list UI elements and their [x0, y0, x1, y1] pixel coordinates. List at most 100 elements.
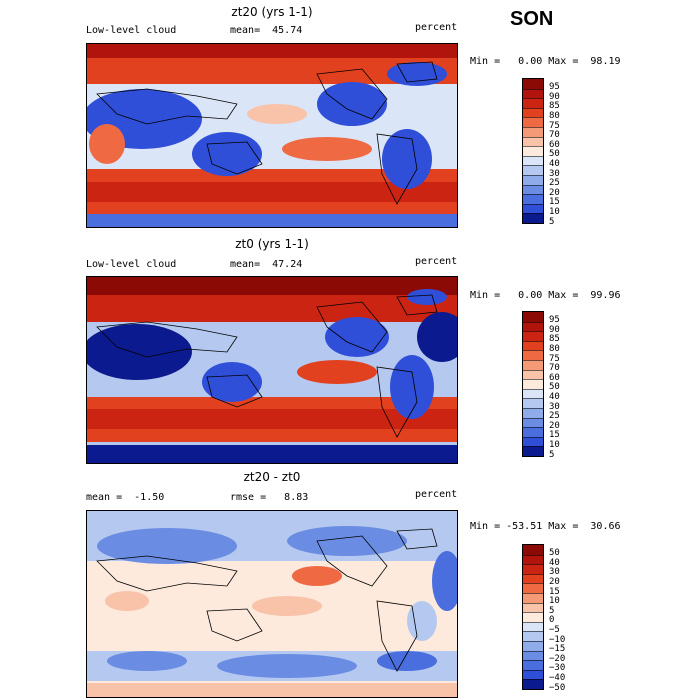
colorbar-level-label: 60 — [549, 372, 560, 383]
colorbar-level-label: 85 — [549, 101, 560, 112]
panel-1-field — [87, 44, 457, 227]
colorbar-box — [523, 612, 543, 622]
panel-1-map — [86, 43, 458, 228]
colorbar-box — [523, 564, 543, 574]
colorbar-box — [523, 407, 543, 418]
colorbar-level-label: 80 — [549, 343, 560, 354]
colorbar-level-label: 5 — [549, 605, 555, 616]
colorbar-level-label: 50 — [549, 382, 560, 393]
colorbar-level-label: 40 — [549, 158, 560, 169]
panel-1-units-label: percent — [415, 22, 458, 33]
panel-2-field — [87, 277, 457, 463]
colorbar-level-label: 30 — [549, 401, 560, 412]
colorbar-level-label: 40 — [549, 391, 560, 402]
colorbar-box — [523, 321, 543, 332]
colorbar-box — [523, 388, 543, 399]
colorbar-box — [523, 107, 543, 118]
colorbar-level-label: 85 — [549, 334, 560, 345]
colorbar-box — [523, 669, 543, 680]
colorbar-box — [523, 660, 543, 670]
colorbar-level-label: −30 — [549, 663, 566, 674]
colorbar-box — [523, 446, 543, 456]
panel-2-minmax: Min = 0.00 Max = 99.96 — [470, 290, 621, 301]
colorbar-box — [523, 436, 543, 447]
colorbar-level-label: 20 — [549, 420, 560, 431]
colorbar-level-label: 10 — [549, 596, 560, 607]
panel-2-map — [86, 276, 458, 464]
panel-3-rmse-label: rmse = 8.83 — [230, 492, 309, 503]
panel-3-mean-label: mean = -1.50 — [86, 492, 165, 503]
panel-1-minmax: Min = 0.00 Max = 98.19 — [470, 56, 621, 67]
colorbar-box — [523, 331, 543, 341]
colorbar-box — [523, 165, 543, 175]
colorbar-box — [523, 650, 543, 661]
colorbar-box — [523, 126, 543, 137]
colorbar-box — [523, 554, 543, 565]
colorbar-level-label: 90 — [549, 324, 560, 335]
colorbar-box — [523, 146, 543, 156]
panel-2-title: zt0 (yrs 1-1) — [235, 237, 309, 251]
colorbar-box — [523, 417, 543, 428]
colorbar-box — [523, 359, 543, 370]
colorbar-level-label: 95 — [549, 82, 560, 93]
colorbar-level-label: 75 — [549, 353, 560, 364]
colorbar-box — [523, 174, 543, 185]
colorbar-level-label: 5 — [549, 449, 555, 460]
colorbar-box — [523, 117, 543, 127]
panel-1-colorbar — [522, 78, 544, 224]
panel-3-units-label: percent — [415, 489, 458, 500]
panel-1-title: zt20 (yrs 1-1) — [231, 5, 313, 19]
colorbar-level-label: 30 — [549, 168, 560, 179]
panel-2-mean-label: mean= 47.24 — [230, 259, 303, 270]
colorbar-box — [523, 427, 543, 437]
colorbar-level-label: 0 — [549, 615, 555, 626]
colorbar-box — [523, 340, 543, 351]
colorbar-box — [523, 631, 543, 641]
colorbar-level-label: 10 — [549, 439, 560, 450]
colorbar-level-label: 5 — [549, 216, 555, 227]
colorbar-box — [523, 369, 543, 380]
colorbar-box — [523, 136, 543, 147]
colorbar-box — [523, 79, 543, 89]
colorbar-box — [523, 583, 543, 593]
colorbar-box — [523, 592, 543, 603]
season-label: SON — [510, 8, 554, 30]
panel-3-map — [86, 510, 458, 698]
panel-3-minmax: Min = -53.51 Max = 30.66 — [470, 521, 621, 532]
colorbar-box — [523, 98, 543, 108]
colorbar-level-label: 20 — [549, 187, 560, 198]
colorbar-level-label: 15 — [549, 586, 560, 597]
colorbar-level-label: 50 — [549, 548, 560, 559]
colorbar-level-label: 95 — [549, 315, 560, 326]
colorbar-box — [523, 398, 543, 408]
colorbar-box — [523, 679, 543, 689]
colorbar-level-label: 70 — [549, 363, 560, 374]
panel-2-field-label: Low-level cloud — [86, 259, 177, 270]
panel-1-mean-label: mean= 45.74 — [230, 25, 303, 36]
colorbar-level-label: 25 — [549, 178, 560, 189]
colorbar-box — [523, 155, 543, 166]
colorbar-level-label: 30 — [549, 567, 560, 578]
colorbar-level-label: 15 — [549, 430, 560, 441]
panel-3-colorbar — [522, 544, 544, 690]
colorbar-level-label: −5 — [549, 624, 560, 635]
colorbar-box — [523, 213, 543, 223]
panel-2-colorbar — [522, 311, 544, 457]
colorbar-box — [523, 312, 543, 322]
colorbar-box — [523, 184, 543, 195]
colorbar-level-label: 10 — [549, 206, 560, 217]
colorbar-level-label: 50 — [549, 149, 560, 160]
colorbar-level-label: 60 — [549, 139, 560, 150]
panel-3-title: zt20 - zt0 — [243, 470, 301, 484]
colorbar-level-label: 90 — [549, 91, 560, 102]
panel-1-field-label: Low-level cloud — [86, 25, 177, 36]
colorbar-box — [523, 88, 543, 99]
panel-3-field — [87, 511, 457, 697]
colorbar-level-label: −15 — [549, 644, 566, 655]
colorbar-box — [523, 350, 543, 360]
colorbar-box — [523, 621, 543, 632]
colorbar-box — [523, 573, 543, 584]
colorbar-box — [523, 203, 543, 214]
colorbar-level-label: 40 — [549, 557, 560, 568]
colorbar-level-label: 20 — [549, 576, 560, 587]
